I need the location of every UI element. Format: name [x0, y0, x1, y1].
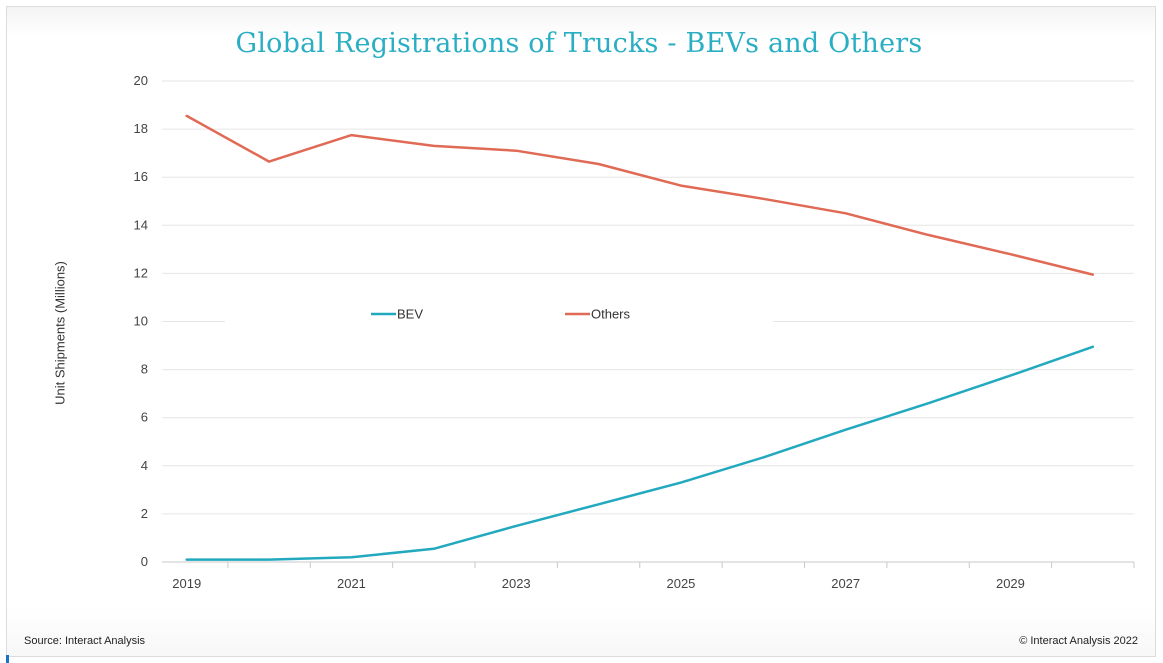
- y-tick-label: 4: [141, 458, 148, 473]
- y-tick-label: 10: [134, 314, 148, 329]
- y-tick-label: 6: [141, 410, 148, 425]
- chart-title: Global Registrations of Trucks - BEVs an…: [235, 28, 923, 59]
- legend-label-bev: BEV: [397, 307, 423, 322]
- gridlines: [162, 80, 1134, 515]
- series-line-others: [185, 114, 1095, 276]
- y-tick-label: 0: [141, 554, 148, 569]
- x-tick-label: 2023: [502, 576, 531, 591]
- y-tick-label: 14: [134, 217, 148, 232]
- source-note: Source: Interact Analysis: [24, 635, 146, 647]
- legend: BEV Others: [225, 275, 773, 341]
- legend-box: [225, 275, 773, 341]
- series-lines: [185, 114, 1095, 561]
- y-tick-label: 2: [141, 506, 148, 521]
- x-tick-label: 2029: [996, 576, 1025, 591]
- y-tick-label: 12: [134, 265, 148, 280]
- series-line-bev: [185, 345, 1095, 561]
- y-tick-label: 16: [134, 169, 148, 184]
- y-tick-label: 8: [141, 362, 148, 377]
- copyright-note: © Interact Analysis 2022: [1019, 635, 1138, 647]
- y-tick-label: 20: [134, 73, 148, 88]
- x-tick-label: 2027: [831, 576, 860, 591]
- y-tick-label: 18: [134, 121, 148, 136]
- x-tick-label: 2021: [337, 576, 366, 591]
- x-tick-label: 2019: [172, 576, 201, 591]
- x-tick-label: 2025: [666, 576, 695, 591]
- axes: 0 2 4 6 8 10 12 14 16 18 20 2019 2021 2023 2025 2027 202…: [134, 73, 1135, 591]
- legend-label-others: Others: [591, 307, 631, 322]
- edge-marker: [6, 655, 9, 663]
